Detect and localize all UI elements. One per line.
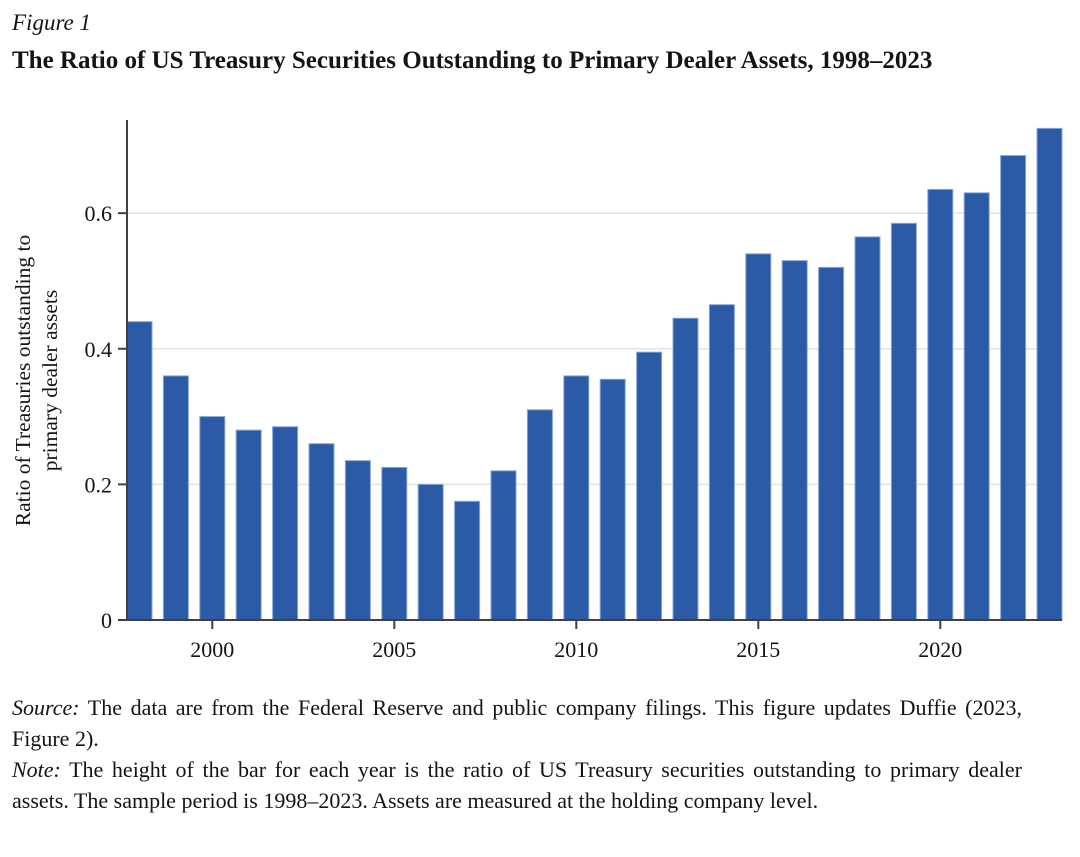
x-tick-label: 2000 — [190, 637, 234, 662]
bar-2014 — [708, 304, 735, 621]
bar-2011 — [599, 378, 626, 621]
method-note: Note: The height of the bar for each yea… — [12, 754, 1022, 816]
bar-1999 — [162, 375, 189, 621]
bar-2012 — [636, 351, 663, 621]
bar-2006 — [417, 483, 444, 621]
source-label: Source: — [12, 695, 80, 720]
bar-2019 — [890, 222, 917, 621]
bar-2016 — [781, 260, 808, 621]
y-axis-title: primary dealer assets — [38, 290, 62, 471]
bar-chart: 0 0.2 0.4 0.6 2000 2005 2010 2015 2020 Ratio of T… — [0, 105, 1080, 670]
y-tick-label: 0.2 — [85, 472, 113, 497]
y-axis-title: Ratio of Treasuries outstanding to — [11, 235, 35, 526]
bar-2015 — [745, 253, 772, 621]
bar-2018 — [854, 236, 881, 621]
bar-2010 — [563, 375, 590, 621]
note-text: The height of the bar for each year is t… — [12, 757, 1022, 813]
bar-2003 — [308, 443, 335, 621]
bar-2005 — [381, 466, 408, 621]
bar-2013 — [672, 317, 699, 621]
x-tick-label: 2005 — [372, 637, 416, 662]
bar-2002 — [272, 426, 299, 621]
bar-2022 — [1000, 155, 1027, 621]
bar-2021 — [963, 192, 990, 621]
bar-1998 — [126, 321, 153, 621]
bar-2020 — [927, 188, 954, 621]
bar-2009 — [526, 409, 553, 621]
y-tick-label: 0.4 — [85, 337, 113, 362]
bar-2017 — [818, 266, 845, 621]
bar-2007 — [454, 500, 481, 621]
figure-footnotes: Source: The data are from the Federal Re… — [12, 692, 1022, 816]
note-label: Note: — [12, 757, 61, 782]
bar-2023 — [1036, 127, 1063, 621]
bar-2008 — [490, 470, 517, 621]
bar-2000 — [199, 416, 226, 621]
bar-2004 — [344, 460, 371, 621]
bar-2001 — [235, 429, 262, 621]
source-text: The data are from the Federal Reserve an… — [12, 695, 1022, 751]
figure-title: The Ratio of US Treasury Securities Outs… — [12, 47, 933, 74]
chart-canvas: 0 0.2 0.4 0.6 2000 2005 2010 2015 2020 Ratio of T… — [11, 120, 1063, 662]
x-tick-label: 2015 — [736, 637, 780, 662]
x-tick-label: 2010 — [554, 637, 598, 662]
figure-number-label: Figure 1 — [12, 10, 91, 35]
source-note: Source: The data are from the Federal Re… — [12, 692, 1022, 754]
y-tick-label: 0 — [101, 608, 112, 633]
x-tick-label: 2020 — [918, 637, 962, 662]
y-tick-label: 0.6 — [85, 201, 113, 226]
